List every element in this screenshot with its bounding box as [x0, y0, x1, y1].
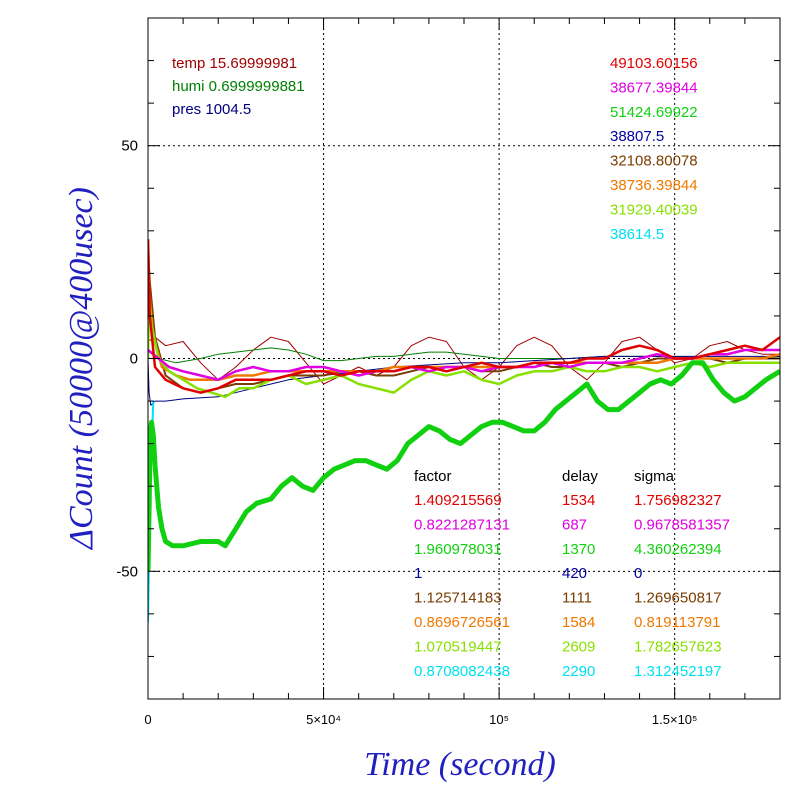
env-pres: pres 1004.5 — [172, 101, 251, 118]
param-factor: 1.070519447 — [414, 638, 502, 655]
param-header-factor: factor — [414, 468, 452, 485]
series-line-7 — [148, 239, 780, 394]
baseline-value: 32108.80078 — [610, 153, 698, 170]
param-sigma: 0.819113791 — [634, 614, 720, 631]
series-line-4 — [148, 239, 780, 382]
axis-ticks: 0 5×10⁴ 10⁵ 1.5×10⁵ 50 0 -50 — [116, 18, 780, 727]
param-delay: 1111 — [562, 590, 592, 607]
param-sigma: 1.756982327 — [634, 492, 722, 509]
baseline-value: 38807.5 — [610, 128, 664, 145]
param-delay: 1534 — [562, 492, 595, 509]
series-line-5 — [148, 297, 780, 399]
param-delay: 1584 — [562, 614, 595, 631]
param-sigma: 1.269650817 — [634, 590, 722, 607]
param-delay: 2290 — [562, 663, 595, 680]
env-humi: humi 0.6999999881 — [172, 78, 305, 95]
param-sigma: 4.360262394 — [634, 541, 722, 558]
annotations: temp 15.69999981 humi 0.6999999881 pres 10… — [172, 55, 730, 680]
env-temp: temp 15.69999981 — [172, 55, 297, 72]
param-delay: 1370 — [562, 541, 595, 558]
param-factor: 1.125714183 — [414, 590, 502, 607]
baseline-value: 31929.40039 — [610, 201, 698, 218]
y-tick-label: -50 — [116, 563, 138, 580]
param-sigma: 0.9678581357 — [634, 516, 730, 533]
param-header-delay: delay — [562, 468, 598, 485]
baseline-value: 49103.60156 — [610, 55, 698, 72]
baseline-value: 38736.39844 — [610, 177, 698, 194]
param-delay: 687 — [562, 516, 587, 533]
y-axis-label: ΔCount (50000@400usec) — [63, 187, 100, 551]
param-delay: 420 — [562, 565, 587, 582]
baseline-value: 38614.5 — [610, 226, 664, 243]
param-sigma: 0 — [634, 565, 642, 582]
param-factor: 0.8221287131 — [414, 516, 510, 533]
param-factor: 1.960978031 — [414, 541, 502, 558]
x-axis-label: Time (second) — [364, 746, 556, 783]
param-factor: 1.409215569 — [414, 492, 502, 509]
param-delay: 2609 — [562, 638, 595, 655]
param-header-sigma: sigma — [634, 468, 675, 485]
x-tick-label: 10⁵ — [489, 712, 509, 727]
y-tick-label: 50 — [121, 138, 138, 155]
param-factor: 1 — [414, 565, 422, 582]
baseline-value: 51424.69922 — [610, 104, 698, 121]
param-factor: 0.8708082438 — [414, 663, 510, 680]
series-line-9 — [148, 360, 780, 572]
x-tick-label: 5×10⁴ — [306, 712, 341, 727]
param-sigma: 1.312452197 — [634, 663, 722, 680]
series-group — [148, 239, 780, 623]
x-tick-label: 0 — [144, 712, 151, 727]
param-sigma: 1.782657623 — [634, 638, 722, 655]
series-line-0 — [148, 336, 780, 385]
x-tick-label: 1.5×10⁵ — [652, 712, 698, 727]
y-tick-label: 0 — [130, 351, 138, 368]
baseline-value: 38677.39844 — [610, 79, 698, 96]
param-factor: 0.8696726561 — [414, 614, 510, 631]
